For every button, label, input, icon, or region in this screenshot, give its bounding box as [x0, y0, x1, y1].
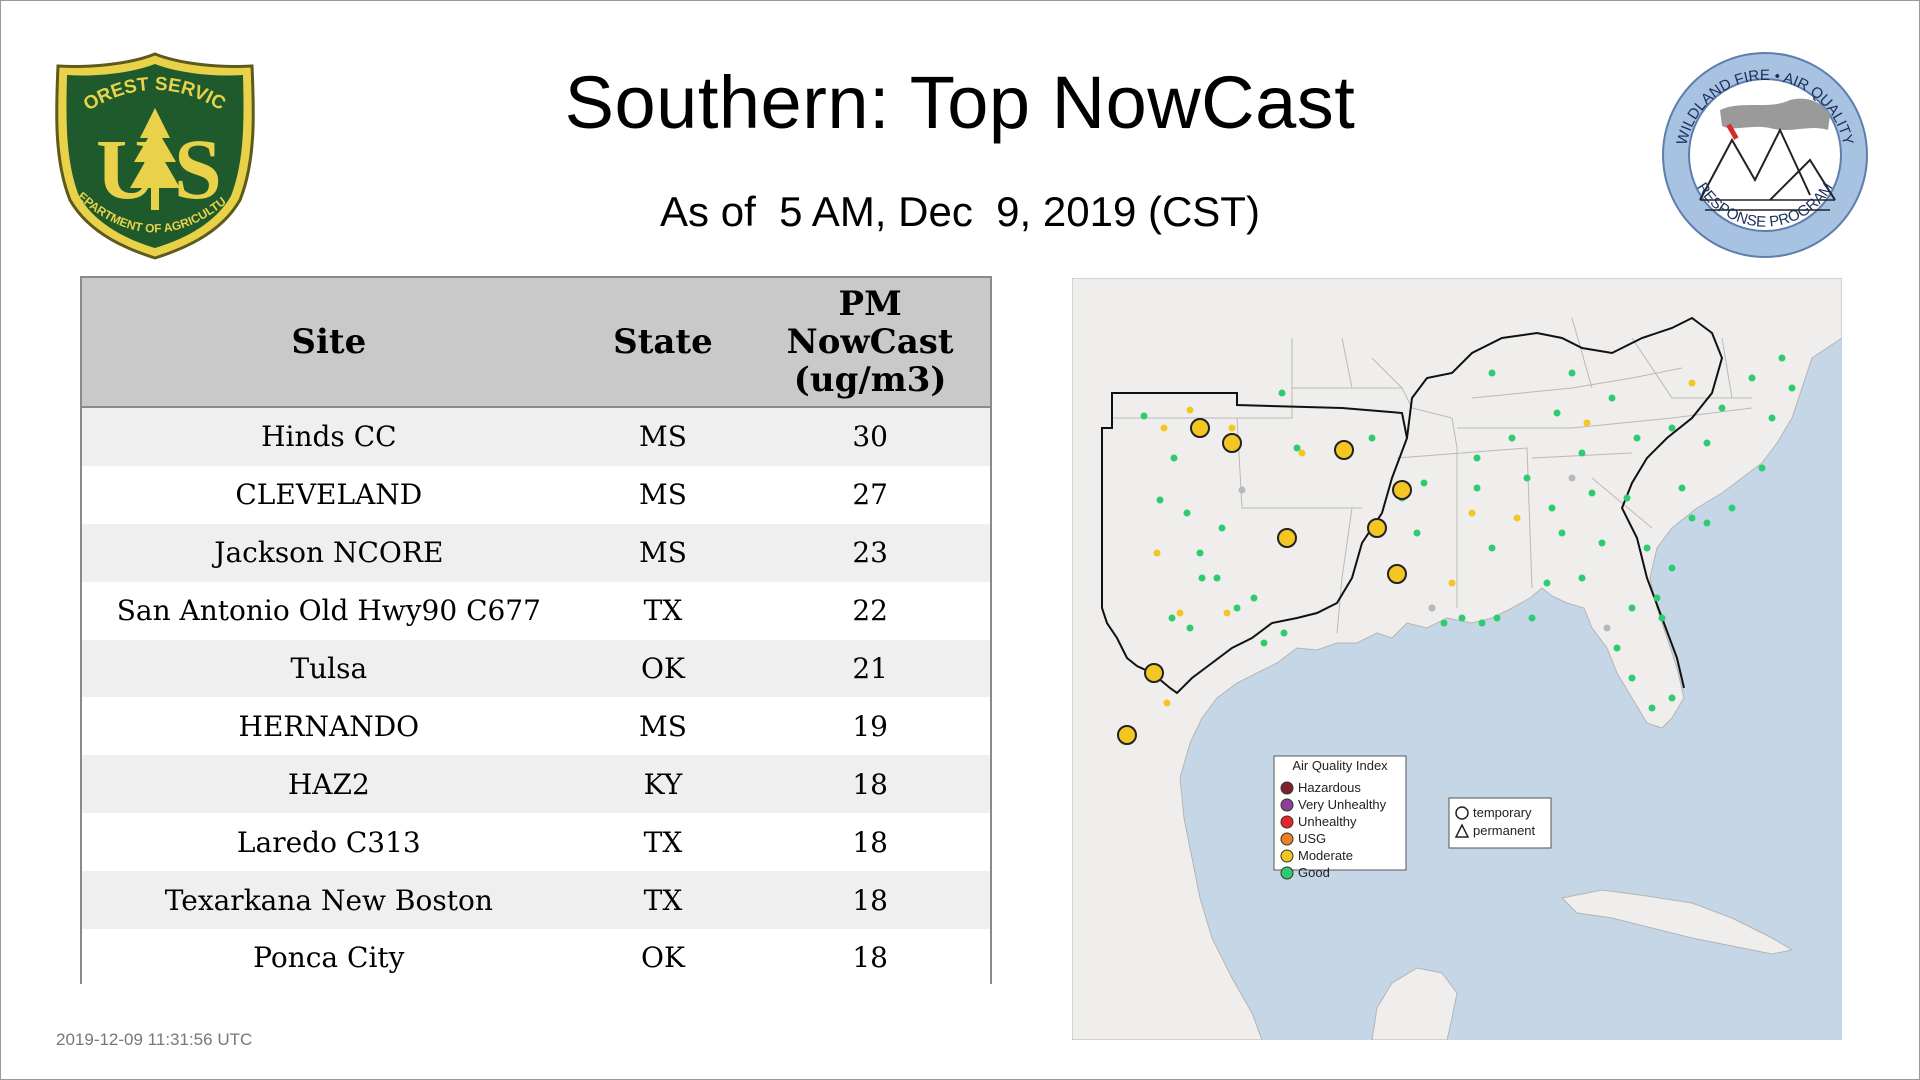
cell-state: TX: [575, 871, 751, 930]
table-row: Ponca City OK 18: [82, 929, 990, 987]
cell-site: CLEVELAND: [82, 465, 576, 524]
legend-label: Unhealthy: [1298, 814, 1357, 829]
map-region-outline-east: [1406, 316, 1724, 689]
cell-value: 21: [750, 639, 990, 698]
air-quality-map[interactable]: Air Quality Index Hazardous Very Unhealt…: [1072, 278, 1842, 1040]
cell-site: San Antonio Old Hwy90 C677: [82, 581, 576, 640]
header-pm-line2: NowCast: [786, 322, 954, 362]
legend-label: USG: [1298, 831, 1326, 846]
legend-hazardous-swatch: [1280, 781, 1294, 795]
cell-value: 22: [750, 581, 990, 640]
table-row: CLEVELAND MS 27: [82, 465, 990, 524]
legend-good-swatch: [1280, 866, 1294, 880]
legend-very-unhealthy-swatch: [1280, 798, 1294, 812]
cell-state: MS: [575, 407, 751, 466]
cell-value: 18: [750, 871, 990, 930]
legend-unhealthy-swatch: [1280, 815, 1294, 829]
cell-site: HERNANDO: [82, 697, 576, 756]
map-region-outline: [1101, 392, 1409, 695]
header-pm-line1: PM: [838, 284, 902, 324]
legend-label: Hazardous: [1298, 780, 1361, 795]
header-site: Site: [82, 278, 576, 408]
cell-state: KY: [575, 755, 751, 814]
cell-site: Texarkana New Boston: [82, 871, 576, 930]
header-pm-nowcast: PM NowCast (ug/m3): [750, 278, 990, 408]
circle-icon: [1455, 806, 1469, 820]
map-yucatan: [1371, 967, 1458, 1040]
map-land: [1072, 278, 1842, 1040]
cell-site: HAZ2: [82, 755, 576, 814]
cell-value: 18: [750, 813, 990, 872]
map-state-lines: [1112, 317, 1753, 634]
cell-value: 19: [750, 697, 990, 756]
cell-state: OK: [575, 639, 751, 698]
cell-value: 27: [750, 465, 990, 524]
table-row: Hinds CC MS 30: [82, 407, 990, 466]
cell-site: Laredo C313: [82, 813, 576, 872]
legend-moderate-swatch: [1280, 849, 1294, 863]
triangle-icon: [1454, 823, 1470, 838]
tree-icon: [130, 108, 180, 210]
legend-label: Very Unhealthy: [1298, 797, 1387, 812]
cell-site: Tulsa: [82, 639, 576, 698]
table-row: Texarkana New Boston TX 18: [82, 871, 990, 930]
table-row: HERNANDO MS 19: [82, 697, 990, 756]
cell-state: MS: [575, 465, 751, 524]
legend-label: Good: [1298, 865, 1330, 880]
legend-permanent: permanent: [1473, 823, 1536, 838]
nowcast-table: Site State PM NowCast (ug/m3) Hinds CC MS…: [80, 276, 992, 987]
page-subtitle: As of 5 AM, Dec 9, 2019 (CST): [660, 188, 1260, 235]
cell-value: 23: [750, 523, 990, 582]
map-cuba: [1560, 889, 1794, 955]
legend-usg-swatch: [1280, 832, 1294, 846]
table-row: Laredo C313 TX 18: [82, 813, 990, 872]
header-pm-line3: (ug/m3): [793, 360, 947, 400]
cell-state: MS: [575, 523, 751, 582]
table-row: Jackson NCORE MS 23: [82, 523, 990, 582]
cell-value: 18: [750, 755, 990, 814]
header-state: State: [575, 278, 751, 408]
cell-site: Jackson NCORE: [82, 523, 576, 582]
legend-label: Moderate: [1298, 848, 1353, 863]
cell-site: Hinds CC: [82, 407, 576, 466]
table-header-row: Site State PM NowCast (ug/m3): [82, 278, 990, 408]
wildland-fire-logo: WILDLAND FIRE • AIR QUALITY RESPONSE PRO…: [1662, 52, 1868, 258]
cell-site: Ponca City: [82, 929, 576, 987]
cell-value: 18: [750, 929, 990, 987]
table-row: Tulsa OK 21: [82, 639, 990, 698]
aqi-legend: Air Quality Index Hazardous Very Unhealt…: [1273, 755, 1407, 880]
table-row: HAZ2 KY 18: [82, 755, 990, 814]
shape-legend: temporary permanent: [1448, 797, 1552, 849]
logo-s-letter: S: [174, 121, 222, 217]
cell-state: TX: [575, 813, 751, 872]
cell-state: MS: [575, 697, 751, 756]
generated-timestamp: 2019-12-09 11:31:56 UTC: [56, 1030, 253, 1049]
legend-temporary: temporary: [1473, 805, 1532, 820]
forest-service-logo: FOREST SERVICE U S DEPARTMENT OF AGRICUL…: [50, 50, 255, 260]
cell-state: TX: [575, 581, 751, 640]
legend-title: Air Quality Index: [1292, 758, 1388, 773]
legend-items: Hazardous Very Unhealthy Unhealthy USG M…: [1280, 780, 1387, 880]
cell-value: 30: [750, 407, 990, 466]
page-title: Southern: Top NowCast: [564, 61, 1356, 144]
cell-state: OK: [575, 929, 751, 987]
map-monitors: [1117, 354, 1796, 745]
table-row: San Antonio Old Hwy90 C677 TX 22: [82, 581, 990, 640]
